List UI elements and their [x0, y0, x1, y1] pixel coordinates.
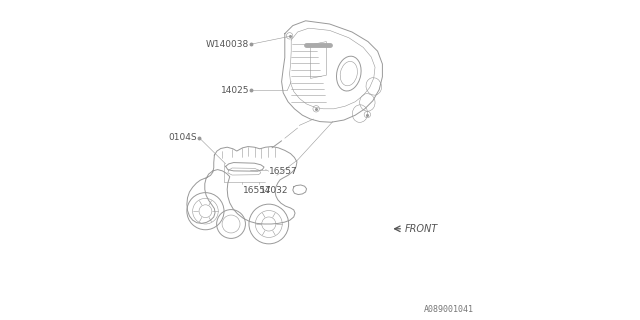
Text: 16557: 16557 — [243, 186, 271, 195]
Text: 16557: 16557 — [269, 167, 298, 176]
Text: FRONT: FRONT — [405, 224, 438, 234]
Text: 14025: 14025 — [220, 86, 249, 95]
Text: 14032: 14032 — [260, 186, 289, 195]
Text: W140038: W140038 — [205, 40, 249, 49]
Text: 0104S: 0104S — [168, 133, 197, 142]
Text: A089001041: A089001041 — [424, 305, 474, 314]
